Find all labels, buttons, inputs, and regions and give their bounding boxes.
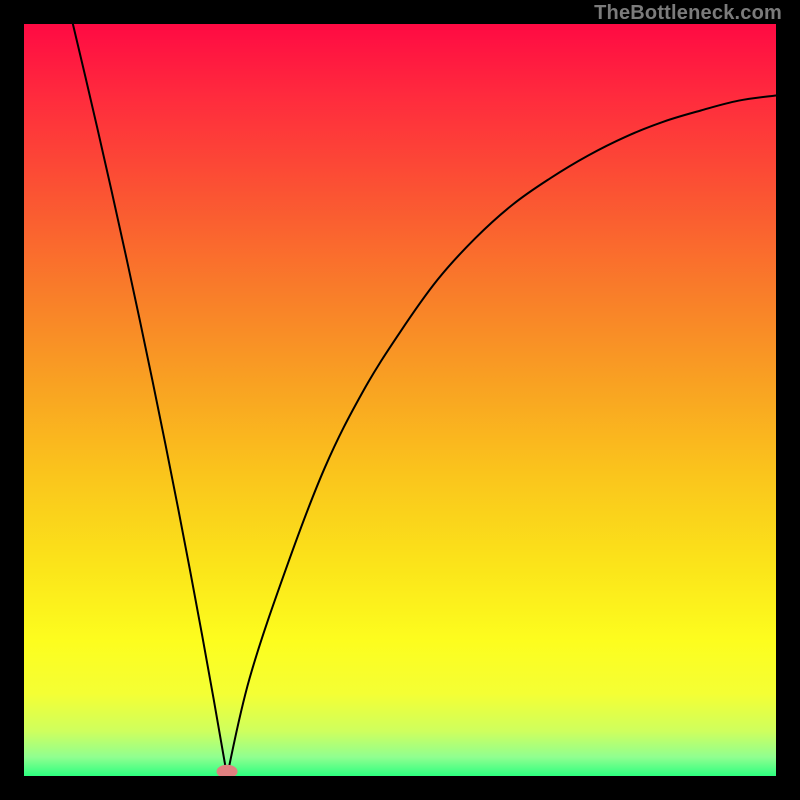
watermark-text: TheBottleneck.com	[594, 2, 782, 25]
bottleneck-chart	[24, 24, 776, 776]
plot-area	[24, 24, 776, 776]
chart-frame: TheBottleneck.com	[0, 0, 800, 800]
gradient-background	[24, 24, 776, 776]
